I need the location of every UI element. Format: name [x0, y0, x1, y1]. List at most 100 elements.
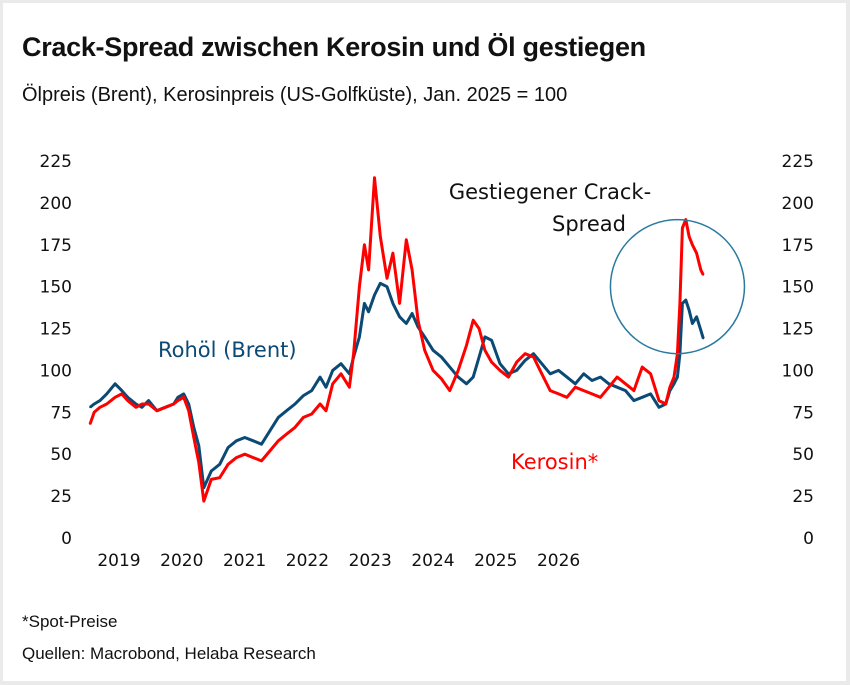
data-point-brent [695, 316, 698, 318]
y-tick-label-left: 150 [40, 278, 72, 298]
data-point-kerosin [411, 269, 413, 271]
data-point-brent [599, 376, 602, 378]
x-axis: 2019 2020 2021 2022 2023 2024 2025 2026 [97, 551, 580, 571]
data-point-brent [99, 399, 101, 402]
data-point-brent [235, 440, 238, 442]
data-point-kerosin [449, 389, 451, 392]
data-point-kerosin [340, 373, 342, 375]
footnote: *Spot-Preise [22, 612, 118, 631]
x-tick-label: 2019 [97, 551, 140, 571]
data-point-kerosin [379, 235, 382, 238]
data-point-kerosin [325, 409, 327, 412]
data-point-kerosin [294, 426, 296, 429]
data-point-kerosin [310, 413, 313, 415]
data-point-kerosin [700, 269, 702, 271]
data-point-brent [499, 362, 501, 365]
data-point-kerosin [499, 369, 501, 372]
data-point-brent [269, 430, 271, 432]
data-point-brent [198, 445, 200, 447]
data-point-brent [673, 383, 675, 385]
data-point-brent [203, 486, 205, 489]
x-tick-label: 2020 [160, 551, 203, 571]
data-point-kerosin [557, 393, 560, 395]
data-point-kerosin [141, 403, 143, 405]
data-point-brent [541, 362, 543, 365]
data-point-brent [260, 443, 263, 446]
data-point-kerosin [649, 373, 652, 375]
data-point-kerosin [688, 235, 690, 238]
data-point-brent [352, 356, 355, 358]
data-point-brent [549, 373, 551, 375]
data-point-brent [524, 359, 526, 362]
data-point-kerosin [203, 500, 205, 502]
data-point-brent [688, 309, 690, 311]
data-point-brent [331, 369, 334, 372]
data-point-kerosin [702, 274, 705, 276]
data-point-brent [398, 316, 401, 318]
data-point-brent [472, 376, 475, 378]
data-point-brent [182, 393, 185, 395]
data-point-brent [177, 396, 179, 399]
data-point-brent [681, 302, 684, 305]
data-point-brent [676, 376, 679, 378]
data-point-kerosin [478, 327, 480, 330]
data-point-kerosin [227, 463, 229, 466]
data-point-brent [411, 312, 413, 315]
y-tick-label-right: 150 [782, 278, 814, 298]
data-point-kerosin [695, 252, 698, 254]
data-point-kerosin [582, 389, 585, 392]
data-point-kerosin [532, 356, 535, 358]
data-point-brent [294, 403, 296, 405]
data-point-kerosin [367, 269, 370, 271]
data-point-brent [89, 406, 91, 409]
data-point-kerosin [472, 319, 475, 322]
data-point-kerosin [172, 403, 175, 405]
data-point-kerosin [673, 376, 675, 378]
data-point-brent [484, 336, 486, 338]
data-point-kerosin [89, 423, 91, 425]
data-point-kerosin [417, 319, 419, 322]
data-point-brent [319, 376, 321, 378]
y-tick-label-left: 50 [50, 445, 72, 465]
data-point-brent [507, 373, 510, 375]
data-point-kerosin [507, 376, 510, 378]
data-point-brent [302, 394, 305, 397]
data-point-brent [608, 383, 610, 385]
data-point-kerosin [277, 440, 280, 442]
data-point-kerosin [156, 409, 158, 412]
y-tick-label-right: 225 [782, 152, 814, 172]
data-point-kerosin [363, 244, 366, 246]
data-point-kerosin [664, 403, 667, 405]
data-point-kerosin [490, 361, 493, 363]
data-point-kerosin [591, 393, 593, 395]
data-point-brent [310, 389, 313, 392]
data-point-brent [210, 470, 213, 472]
data-point-brent [591, 379, 593, 382]
data-point-brent [379, 282, 382, 285]
data-point-brent [348, 373, 351, 375]
data-point-brent [93, 403, 95, 405]
data-point-brent [367, 311, 370, 313]
data-point-kerosin [147, 403, 150, 405]
data-point-brent [114, 383, 116, 385]
data-point-kerosin [348, 386, 351, 389]
data-point-kerosin [484, 349, 486, 352]
y-tick-label-right: 25 [792, 487, 814, 507]
data-point-kerosin [405, 239, 408, 241]
data-point-brent [700, 329, 702, 332]
data-point-kerosin [260, 460, 263, 462]
data-point-brent [490, 339, 493, 342]
x-tick-label: 2023 [349, 551, 392, 571]
y-tick-label-left: 25 [50, 487, 72, 507]
data-point-kerosin [457, 369, 460, 372]
data-point-kerosin [164, 406, 167, 409]
y-tick-label-left: 100 [40, 361, 72, 381]
x-tick-label: 2026 [537, 551, 580, 571]
data-point-brent [277, 416, 280, 419]
data-point-brent [358, 336, 361, 338]
y-tick-label-left: 75 [50, 403, 72, 423]
y-tick-label-right: 50 [792, 445, 814, 465]
data-point-kerosin [398, 302, 401, 305]
data-point-kerosin [624, 383, 627, 385]
